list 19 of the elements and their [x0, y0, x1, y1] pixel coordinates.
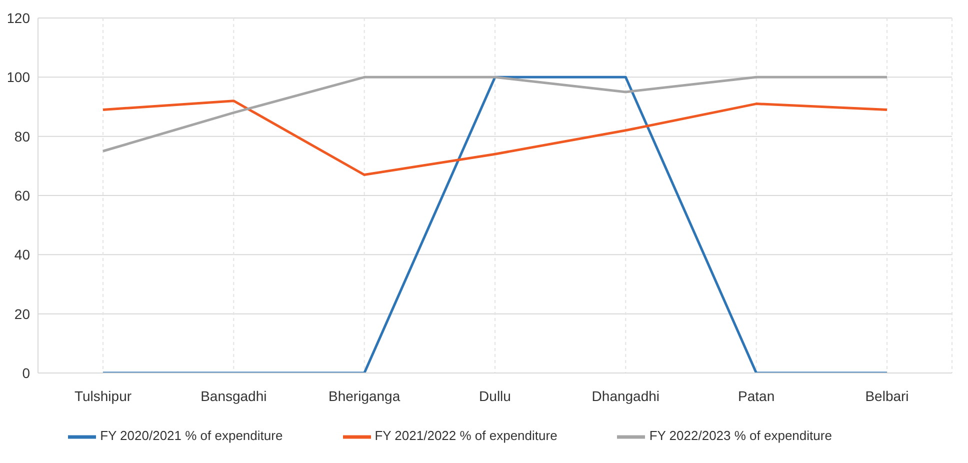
y-tick-label: 60: [14, 187, 30, 204]
x-tick-label: Belbari: [865, 388, 909, 404]
x-tick-label: Bheriganga: [328, 388, 400, 404]
y-tick-label: 20: [14, 306, 30, 322]
x-tick-label: Patan: [738, 388, 775, 404]
line-series: [102, 76, 888, 152]
y-tick-label: 40: [14, 246, 30, 263]
x-tick-label: Tulshipur: [74, 388, 132, 404]
x-tick-label: Dhangadhi: [592, 388, 660, 404]
legend-label: FY 2022/2023 % of expenditure: [649, 428, 832, 444]
legend-label: FY 2020/2021 % of expenditure: [100, 428, 283, 444]
y-tick-label: 120: [6, 10, 30, 26]
line-series: [102, 100, 888, 176]
x-tick-label: Bansgadhi: [200, 388, 267, 404]
y-tick-label: 100: [6, 69, 30, 86]
y-tick-label: 0: [22, 364, 30, 381]
legend-label: FY 2021/2022 % of expenditure: [374, 428, 558, 444]
x-tick-label: Dullu: [479, 388, 511, 404]
y-tick-label: 80: [14, 128, 30, 144]
